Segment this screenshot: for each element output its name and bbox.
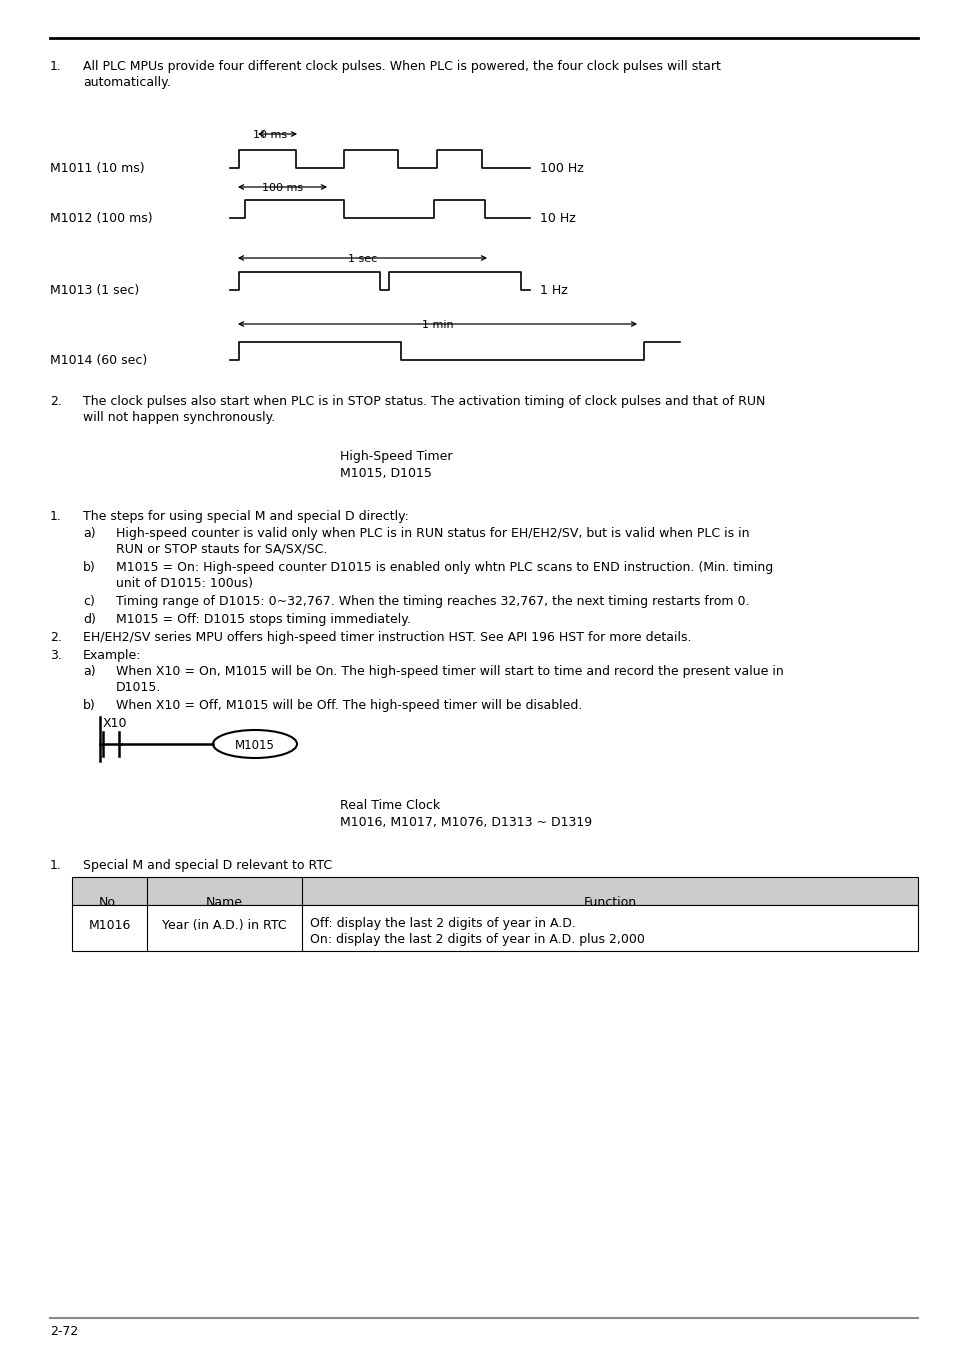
Text: M1011 (10 ms): M1011 (10 ms) <box>50 162 145 176</box>
Text: Example:: Example: <box>83 649 141 662</box>
Text: 1.: 1. <box>50 510 62 522</box>
Text: 3.: 3. <box>50 649 62 662</box>
Text: 10 Hz: 10 Hz <box>539 212 576 225</box>
Text: will not happen synchronously.: will not happen synchronously. <box>83 410 275 424</box>
Bar <box>71 904 917 950</box>
Text: 1.: 1. <box>50 859 62 872</box>
Text: 2.: 2. <box>50 630 62 644</box>
Text: Timing range of D1015: 0~32,767. When the timing reaches 32,767, the next timing: Timing range of D1015: 0~32,767. When th… <box>116 595 749 608</box>
Text: Name: Name <box>206 896 243 909</box>
Text: d): d) <box>83 613 95 626</box>
Text: a): a) <box>83 666 95 678</box>
Text: M1015 = Off: D1015 stops timing immediately.: M1015 = Off: D1015 stops timing immediat… <box>116 613 411 626</box>
Text: M1015 = On: High-speed counter D1015 is enabled only whtn PLC scans to END instr: M1015 = On: High-speed counter D1015 is … <box>116 562 773 574</box>
Text: 1.: 1. <box>50 59 62 73</box>
Text: Year (in A.D.) in RTC: Year (in A.D.) in RTC <box>162 919 287 931</box>
Text: b): b) <box>83 562 95 574</box>
Text: The clock pulses also start when PLC is in STOP status. The activation timing of: The clock pulses also start when PLC is … <box>83 396 764 408</box>
Text: Special M and special D relevant to RTC: Special M and special D relevant to RTC <box>83 859 332 872</box>
Text: 2.: 2. <box>50 396 62 408</box>
Text: M1012 (100 ms): M1012 (100 ms) <box>50 212 152 225</box>
Text: 10 ms: 10 ms <box>253 130 287 140</box>
Text: b): b) <box>83 699 95 711</box>
Text: unit of D1015: 100us): unit of D1015: 100us) <box>116 576 253 590</box>
Text: Function: Function <box>583 896 636 909</box>
Text: 1 sec: 1 sec <box>348 254 377 265</box>
Text: RUN or STOP stauts for SA/SX/SC.: RUN or STOP stauts for SA/SX/SC. <box>116 543 327 556</box>
Text: M1015, D1015: M1015, D1015 <box>339 467 432 481</box>
Text: 1 Hz: 1 Hz <box>539 284 567 297</box>
Text: Real Time Clock: Real Time Clock <box>339 799 439 811</box>
Text: 1 min: 1 min <box>422 320 454 329</box>
Text: 2-72: 2-72 <box>50 1324 78 1338</box>
Text: When X10 = Off, M1015 will be Off. The high-speed timer will be disabled.: When X10 = Off, M1015 will be Off. The h… <box>116 699 581 711</box>
Text: No.: No. <box>99 896 120 909</box>
Text: 100 Hz: 100 Hz <box>539 162 583 176</box>
Bar <box>71 878 917 904</box>
Text: On: display the last 2 digits of year in A.D. plus 2,000: On: display the last 2 digits of year in… <box>310 933 644 946</box>
Text: M1016, M1017, M1076, D1313 ~ D1319: M1016, M1017, M1076, D1313 ~ D1319 <box>339 815 592 829</box>
Text: When X10 = On, M1015 will be On. The high-speed timer will start to time and rec: When X10 = On, M1015 will be On. The hig… <box>116 666 783 678</box>
Text: D1015.: D1015. <box>116 680 161 694</box>
Text: M1016: M1016 <box>89 919 131 931</box>
Text: EH/EH2/SV series MPU offers high-speed timer instruction HST. See API 196 HST fo: EH/EH2/SV series MPU offers high-speed t… <box>83 630 691 644</box>
Text: 100 ms: 100 ms <box>262 184 303 193</box>
Text: All PLC MPUs provide four different clock pulses. When PLC is powered, the four : All PLC MPUs provide four different cloc… <box>83 59 720 73</box>
Text: c): c) <box>83 595 94 608</box>
Text: X10: X10 <box>103 717 128 730</box>
Text: a): a) <box>83 526 95 540</box>
Text: M1013 (1 sec): M1013 (1 sec) <box>50 284 139 297</box>
Text: High-speed counter is valid only when PLC is in RUN status for EH/EH2/SV, but is: High-speed counter is valid only when PL… <box>116 526 749 540</box>
Text: M1014 (60 sec): M1014 (60 sec) <box>50 354 147 367</box>
Text: The steps for using special M and special D directly:: The steps for using special M and specia… <box>83 510 409 522</box>
Text: M1015: M1015 <box>234 738 274 752</box>
Text: automatically.: automatically. <box>83 76 171 89</box>
Text: Off: display the last 2 digits of year in A.D.: Off: display the last 2 digits of year i… <box>310 917 576 930</box>
Text: High-Speed Timer: High-Speed Timer <box>339 450 452 463</box>
